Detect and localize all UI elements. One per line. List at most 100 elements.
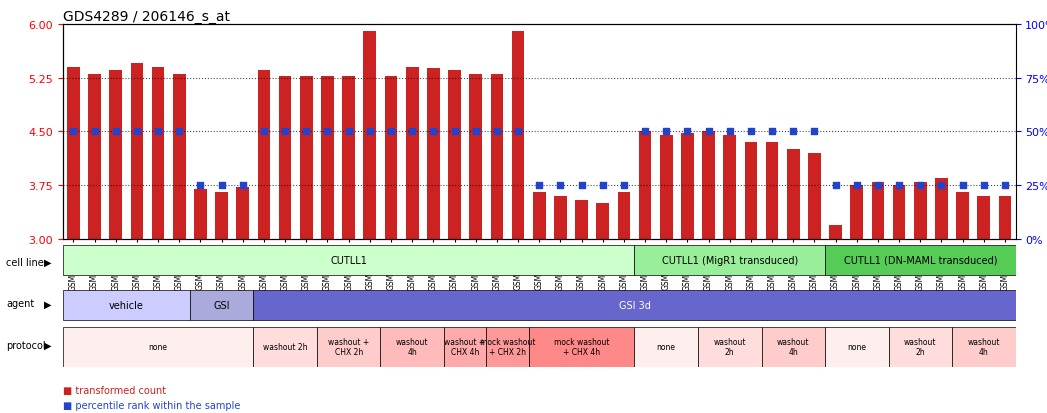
FancyBboxPatch shape xyxy=(253,291,1016,320)
Point xyxy=(425,129,442,135)
Text: ■ transformed count: ■ transformed count xyxy=(63,385,165,395)
Text: protocol: protocol xyxy=(6,340,46,350)
Bar xyxy=(194,190,207,240)
FancyBboxPatch shape xyxy=(253,327,317,367)
Bar xyxy=(469,75,482,240)
Point xyxy=(933,183,950,189)
FancyBboxPatch shape xyxy=(486,327,529,367)
Point xyxy=(573,183,589,189)
Text: mock washout
+ CHX 4h: mock washout + CHX 4h xyxy=(554,337,609,356)
Point xyxy=(235,183,251,189)
Point xyxy=(976,183,993,189)
FancyBboxPatch shape xyxy=(529,327,634,367)
Bar xyxy=(406,68,419,240)
Point xyxy=(86,129,103,135)
Bar xyxy=(490,75,504,240)
Bar xyxy=(533,193,545,240)
Point xyxy=(510,129,527,135)
Point xyxy=(658,129,674,135)
Point xyxy=(680,129,696,135)
FancyBboxPatch shape xyxy=(317,327,380,367)
Point xyxy=(171,129,187,135)
Bar xyxy=(173,75,185,240)
Bar xyxy=(999,197,1011,240)
Bar xyxy=(893,186,906,240)
Bar xyxy=(427,69,440,240)
Point xyxy=(742,129,759,135)
Point xyxy=(531,183,548,189)
FancyBboxPatch shape xyxy=(952,327,1016,367)
Text: vehicle: vehicle xyxy=(109,301,143,311)
Bar xyxy=(554,197,566,240)
Text: ▶: ▶ xyxy=(44,340,51,350)
Bar xyxy=(299,76,313,240)
FancyBboxPatch shape xyxy=(889,327,952,367)
Bar xyxy=(744,143,757,240)
Bar xyxy=(258,71,270,240)
Point xyxy=(489,129,506,135)
Bar xyxy=(216,193,228,240)
Point xyxy=(467,129,484,135)
Bar xyxy=(914,182,927,240)
Bar xyxy=(978,197,990,240)
Bar xyxy=(109,71,122,240)
Point xyxy=(870,183,887,189)
Bar xyxy=(321,76,334,240)
FancyBboxPatch shape xyxy=(825,245,1016,275)
Text: washout +
CHX 4h: washout + CHX 4h xyxy=(445,337,486,356)
Point xyxy=(997,183,1013,189)
Bar xyxy=(152,68,164,240)
Text: CUTLL1 (DN-MAML transduced): CUTLL1 (DN-MAML transduced) xyxy=(844,255,997,265)
FancyBboxPatch shape xyxy=(380,327,444,367)
Bar xyxy=(787,150,800,240)
Point xyxy=(721,129,738,135)
Text: GDS4289 / 206146_s_at: GDS4289 / 206146_s_at xyxy=(63,10,230,24)
Bar xyxy=(575,200,588,240)
Text: mock washout
+ CHX 2h: mock washout + CHX 2h xyxy=(480,337,535,356)
Point xyxy=(891,183,908,189)
Text: none: none xyxy=(656,342,675,351)
Point xyxy=(637,129,653,135)
Bar xyxy=(956,193,970,240)
Bar xyxy=(829,225,842,240)
Text: agent: agent xyxy=(6,299,35,309)
Text: CUTLL1 (MigR1 transduced): CUTLL1 (MigR1 transduced) xyxy=(662,255,798,265)
Bar xyxy=(850,186,863,240)
Point xyxy=(382,129,399,135)
Text: washout 2h: washout 2h xyxy=(263,342,308,351)
Text: ■ percentile rank within the sample: ■ percentile rank within the sample xyxy=(63,400,240,410)
Text: washout
4h: washout 4h xyxy=(777,337,809,356)
FancyBboxPatch shape xyxy=(63,327,253,367)
Bar xyxy=(67,68,80,240)
Text: cell line: cell line xyxy=(6,257,44,267)
Bar xyxy=(237,188,249,240)
Text: washout
2h: washout 2h xyxy=(904,337,937,356)
Point xyxy=(404,129,421,135)
Bar xyxy=(597,204,609,240)
Point xyxy=(616,183,632,189)
Point xyxy=(276,129,293,135)
Bar xyxy=(384,76,398,240)
Bar xyxy=(448,71,461,240)
Bar xyxy=(871,182,885,240)
Bar xyxy=(808,154,821,240)
Point xyxy=(108,129,125,135)
Bar xyxy=(512,32,525,240)
Text: washout
4h: washout 4h xyxy=(396,337,428,356)
Point xyxy=(785,129,802,135)
Point xyxy=(129,129,146,135)
FancyBboxPatch shape xyxy=(190,291,253,320)
Bar xyxy=(618,193,630,240)
Point xyxy=(912,183,929,189)
FancyBboxPatch shape xyxy=(634,327,698,367)
Bar xyxy=(681,133,694,240)
Point xyxy=(319,129,336,135)
Bar xyxy=(88,75,101,240)
Text: none: none xyxy=(149,342,168,351)
Bar xyxy=(639,132,651,240)
Text: none: none xyxy=(847,342,866,351)
FancyBboxPatch shape xyxy=(634,245,825,275)
Text: GSI: GSI xyxy=(214,301,230,311)
Text: washout +
CHX 2h: washout + CHX 2h xyxy=(328,337,370,356)
Bar xyxy=(765,143,779,240)
